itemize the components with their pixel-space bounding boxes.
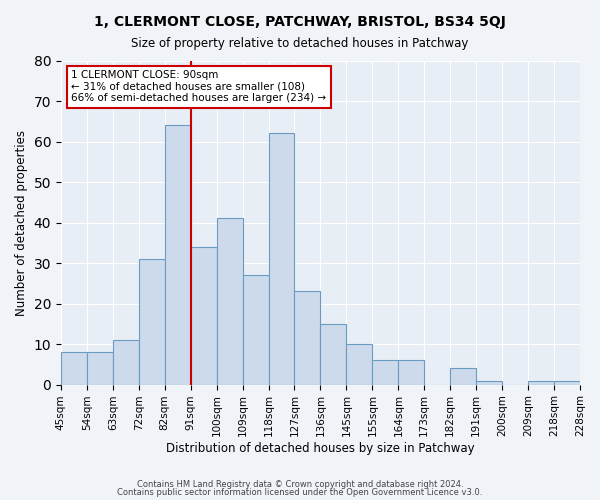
- Text: 1, CLERMONT CLOSE, PATCHWAY, BRISTOL, BS34 5QJ: 1, CLERMONT CLOSE, PATCHWAY, BRISTOL, BS…: [94, 15, 506, 29]
- Bar: [87, 352, 113, 384]
- Bar: [165, 126, 191, 384]
- Bar: [476, 380, 502, 384]
- Bar: [139, 259, 165, 384]
- Bar: [346, 344, 373, 385]
- Bar: [217, 218, 242, 384]
- Text: Contains public sector information licensed under the Open Government Licence v3: Contains public sector information licen…: [118, 488, 482, 497]
- Bar: [398, 360, 424, 384]
- Text: Contains HM Land Registry data © Crown copyright and database right 2024.: Contains HM Land Registry data © Crown c…: [137, 480, 463, 489]
- X-axis label: Distribution of detached houses by size in Patchway: Distribution of detached houses by size …: [166, 442, 475, 455]
- Bar: [528, 380, 554, 384]
- Text: 1 CLERMONT CLOSE: 90sqm
← 31% of detached houses are smaller (108)
66% of semi-d: 1 CLERMONT CLOSE: 90sqm ← 31% of detache…: [71, 70, 326, 103]
- Bar: [320, 324, 346, 384]
- Bar: [113, 340, 139, 384]
- Y-axis label: Number of detached properties: Number of detached properties: [15, 130, 28, 316]
- Bar: [61, 352, 87, 384]
- Bar: [450, 368, 476, 384]
- Bar: [269, 134, 295, 384]
- Text: Size of property relative to detached houses in Patchway: Size of property relative to detached ho…: [131, 38, 469, 51]
- Bar: [554, 380, 580, 384]
- Bar: [373, 360, 398, 384]
- Bar: [191, 247, 217, 384]
- Bar: [295, 292, 320, 384]
- Bar: [242, 275, 269, 384]
